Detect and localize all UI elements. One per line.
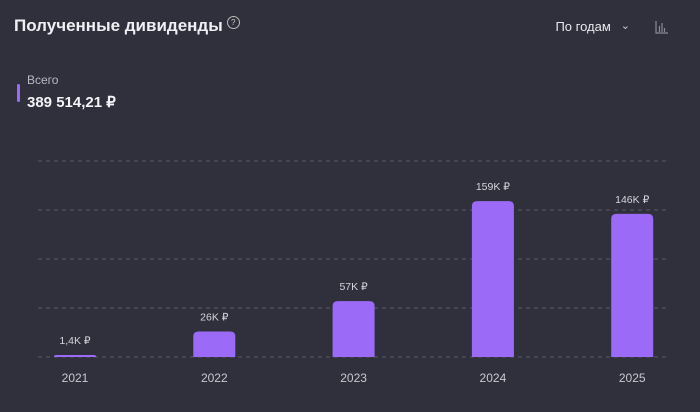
- total-marker: [17, 84, 20, 102]
- bar-2022: [193, 331, 236, 357]
- data-label-2025: 146K ₽: [615, 194, 649, 206]
- widget-title: Полученные дивиденды: [14, 16, 223, 35]
- x-tick-label-2024: 2024: [480, 371, 507, 385]
- period-select-value[interactable]: По годам: [555, 19, 611, 34]
- total-label: Всего: [27, 73, 59, 87]
- bar-2024: [471, 201, 514, 357]
- data-label-2022: 26K ₽: [200, 312, 229, 324]
- data-label-2021: 1,4K ₽: [59, 335, 91, 347]
- bar-2021: [54, 355, 96, 357]
- chevron-down-icon[interactable]: ⌄: [620, 20, 630, 32]
- x-tick-label-2025: 2025: [619, 371, 646, 385]
- bar-2025: [611, 213, 654, 357]
- x-tick-label-2022: 2022: [201, 371, 228, 385]
- bar-chart-icon[interactable]: [655, 20, 669, 34]
- data-label-2024: 159K ₽: [476, 181, 510, 193]
- question-circle-icon[interactable]: ?: [226, 16, 240, 29]
- title-row: Полученные дивиденды ?: [14, 16, 240, 36]
- bar-2023: [332, 301, 375, 357]
- x-tick-label-2023: 2023: [340, 371, 367, 385]
- total-value: 389 514,21 ₽: [27, 94, 116, 111]
- data-label-2023: 57K ₽: [339, 281, 368, 293]
- period-select[interactable]: По годам ⌄: [555, 19, 630, 34]
- x-tick-label-2021: 2021: [62, 371, 89, 385]
